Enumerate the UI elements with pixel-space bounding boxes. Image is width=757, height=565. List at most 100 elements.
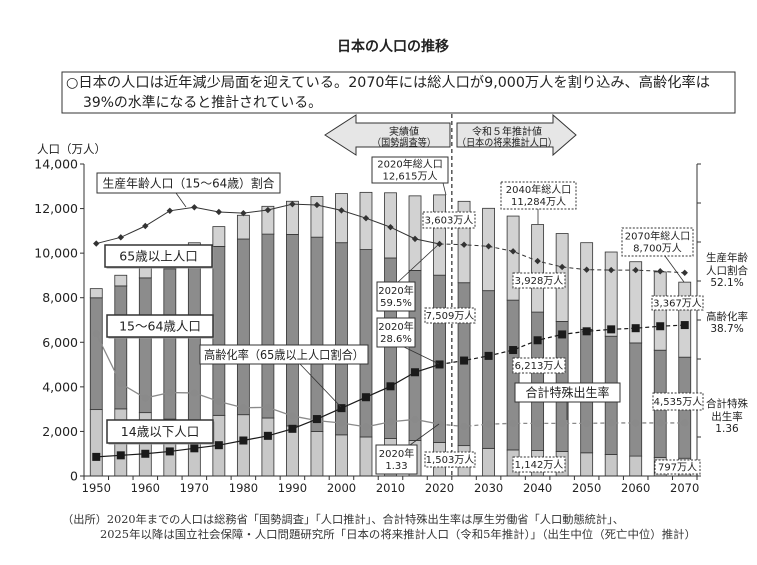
label-box-frame [104,244,213,268]
marker-working-age-ratio-1965 [166,207,174,214]
bar-segment-age-65-plus-1980 [236,214,250,240]
marker-working-age-ratio-2025 [460,241,468,248]
leader-line [664,255,685,283]
bar-1995 [310,196,324,477]
bar-2020 [433,194,446,477]
projection-period-source: （日本の将来推計人口） [457,136,557,149]
leader-line [403,346,440,365]
marker-working-age-ratio-1970 [191,204,198,211]
x-tick-label: 2060 [621,481,650,495]
bar-segment-age-65-plus-2060 [629,261,643,344]
marker-aging-rate-1980 [239,436,248,445]
annotation-text: 2040年総人口 [506,183,571,196]
series-label-working-age-ratio: 生産年齢人口（15～64歳）割合 [96,172,281,208]
marker-fertility-rate-2065 [656,419,664,427]
label-box-frame [376,281,416,312]
marker-fertility-rate-2070 [681,419,689,427]
bar-segment-age-0-14-1980 [236,414,250,477]
marker-fertility-rate-2000 [337,419,346,427]
marker-working-age-ratio-2050 [583,266,590,273]
marker-fertility-rate-1955 [117,379,125,388]
marker-working-age-ratio-2070 [681,269,688,277]
bar-segment-age-15-64-2005 [359,249,373,438]
annotation-age-0-14-2070: 797万人 [654,459,701,475]
label-box-frame [654,459,701,475]
annotation-text: 1,142万人 [515,459,564,471]
marker-fertility-rate-1960 [141,394,149,402]
label-box-frame [106,314,214,338]
summary-box: ○日本の人口は近年減少局面を迎えている。2070年には総人口が9,000万人を割… [61,71,736,114]
marker-working-age-ratio-1960 [142,222,149,230]
footnote-line-2: 2025年以降は国立社会保障・人口問題研究所「日本の将来推計人口（令和5年推計）… [100,527,696,541]
annotation-text: 1.33 [385,461,407,472]
marker-fertility-rate-1975 [215,397,223,406]
bar-2050 [580,242,594,477]
bar-segment-age-0-14-1985 [261,417,275,477]
end-label-text: 38.7% [710,323,743,335]
bar-segment-age-15-64-1975 [212,245,226,416]
bar-segment-age-65-plus-2065 [653,271,667,351]
x-tick-label: 1980 [229,481,258,495]
series-label-age-0-14: 14歳以下人口 [106,419,215,445]
x-tick-label: 2070 [670,481,699,495]
marker-working-age-ratio-1985 [264,206,272,214]
bar-1950 [89,288,103,477]
plot-area: 0 2,000 4,000 6,000 8,000 10,000 12,000 14,000 1… [34,114,748,495]
marker-fertility-rate-1950 [92,330,100,338]
right-arrow-shape [456,113,577,157]
label-box-frame [376,317,416,348]
label-box-frame [651,295,704,311]
series-label-text: 合計特殊出生率 [526,385,610,400]
y-tick-label: 6,000 [42,335,78,350]
annotation-text: 3,367万人 [653,298,702,310]
bar-1990 [286,200,299,477]
marker-aging-rate-2030 [484,351,493,360]
marker-fertility-rate-2020 [435,420,444,428]
annotation-text: 59.5% [380,298,412,309]
annotation-age-65-plus-2040: 3,928万人 [512,272,566,289]
y-tick-label: 4,000 [42,379,78,394]
bar-segment-age-65-plus-1975 [212,226,226,247]
marker-working-age-ratio-2055 [607,266,615,274]
bar-segment-age-15-64-1950 [89,297,103,411]
bar-segment-age-0-14-1990 [286,425,299,477]
marker-working-age-ratio-2000 [338,207,345,214]
bar-1980 [236,214,250,477]
bar-segment-age-15-64-1955 [114,285,128,410]
bar-segment-age-65-plus-2020 [433,194,446,276]
y-tick-label: 8,000 [42,290,78,305]
annotation-text: 2020年 [379,447,414,460]
bar-segment-age-65-plus-1950 [89,288,103,299]
bar-segment-age-15-64-1965 [163,268,177,420]
bar-2005 [359,191,373,477]
y-tick-label: 10,000 [34,246,78,261]
bar-2040 [531,224,545,477]
marker-working-age-ratio-2020 [436,240,443,248]
label-box-frame [512,456,566,473]
bar-segment-age-0-14-1995 [310,431,324,477]
marker-working-age-ratio-2035 [509,248,517,255]
marker-working-age-ratio-1980 [240,209,247,217]
marker-working-age-ratio-1995 [313,201,321,209]
annotation-age-0-14-2020: 1,503万人 [424,451,476,468]
marker-aging-rate-2015 [411,368,420,377]
bar-segment-age-0-14-2060 [629,455,643,477]
projection-period-label: 令和５年推計値 [472,125,542,138]
marker-aging-rate-1970 [190,444,199,453]
x-tick-label: 1960 [131,481,160,495]
marker-aging-rate-2010 [386,382,395,391]
marker-fertility-rate-1965 [166,388,174,397]
annotation-text: 797万人 [658,462,697,474]
end-label-text: 1.36 [715,423,739,435]
bar-segment-age-0-14-2050 [580,452,594,477]
marker-working-age-ratio-1975 [215,208,223,216]
end-label-text: 52.1% [710,277,743,289]
marker-fertility-rate-1990 [288,412,297,420]
bar-segment-age-65-plus-2040 [531,224,545,313]
annotation-text: 3,603万人 [425,215,474,227]
